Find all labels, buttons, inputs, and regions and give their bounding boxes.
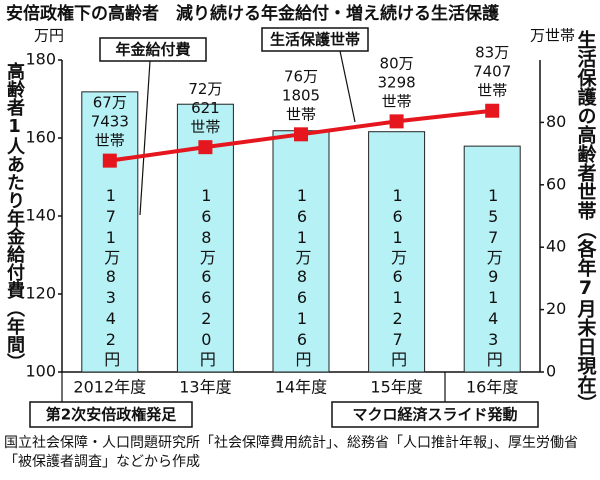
y2-tick-label: 60 (546, 174, 566, 193)
point-value-label: 67万 7433 世帯 (91, 93, 129, 149)
source-note: 国立社会保障・人口問題研究所「社会保障費用統計」、総務省「人口推計年報」、厚生労… (4, 435, 578, 470)
marker (485, 103, 500, 118)
y-tick-label: 180 (25, 50, 56, 69)
bar (81, 91, 139, 373)
annotation-box (331, 401, 539, 428)
y-tick-label: 100 (25, 362, 56, 381)
bar (272, 130, 330, 373)
x-tick-label: 2012年度 (73, 378, 146, 397)
marker (294, 127, 308, 142)
bar-value-label: 157万9143円 (484, 186, 503, 369)
bar (368, 131, 426, 373)
leaders (61, 50, 446, 402)
annotation: マクロ経済スライド発動 (352, 406, 517, 424)
bar-value-label: 161万6127円 (388, 186, 407, 369)
x-tick-label: 16年度 (466, 378, 518, 397)
point-value-label: 72万 621 世帯 (188, 80, 222, 136)
chart-title: 安倍政権下の高齢者 減り続ける年金給付・増え続ける生活保護 (6, 3, 500, 24)
point-value-label: 83万 7407 世帯 (473, 43, 511, 99)
y2-tick-label: 40 (546, 237, 566, 256)
y-unit: 万円 (34, 27, 64, 45)
y2-unit: 万世帯 (530, 27, 575, 45)
chart: 安倍政権下の高齢者 減り続ける年金給付・増え続ける生活保護 万円 万世帯 高齢者… (4, 3, 598, 428)
y-tick-label: 160 (25, 128, 56, 147)
marker (389, 114, 404, 129)
y2-tick-label: 80 (546, 112, 566, 131)
y2-tick-label: 20 (546, 299, 566, 318)
bar (463, 145, 521, 373)
point-value-label: 80万 3298 世帯 (378, 54, 416, 110)
label-box (261, 27, 369, 52)
label-box (99, 37, 207, 62)
y2-label: 生活保護の高齢者世帯（各年7月末日現在） (575, 29, 598, 413)
series-name: 年金給付費 (115, 41, 190, 59)
marker (198, 140, 213, 155)
y2-tick-label: 0 (546, 362, 556, 381)
bar-value-label: 168万6620円 (197, 186, 216, 369)
y-tick-label: 120 (25, 284, 56, 303)
plot: 100 120 140 160 180 0 20 40 60 80 2012年度 13年度 14年度 15… (25, 43, 566, 396)
bar-value-label: 161万8616円 (293, 186, 312, 369)
annotation: 第2次安倍政権発足 (46, 406, 177, 424)
y-label: 高齢者1人あたり年金給付費（年間） (4, 61, 26, 371)
x-tick-label: 13年度 (179, 378, 231, 397)
x-tick-label: 14年度 (275, 378, 327, 397)
x-tick-label: 15年度 (370, 378, 422, 397)
annotation-box (29, 401, 193, 428)
bar-value-label: 171万8342円 (101, 186, 120, 369)
point-value-label: 76万 1805 世帯 (282, 67, 320, 123)
marker (102, 153, 117, 168)
series-name: 生活保護世帯 (270, 31, 360, 49)
y-tick-label: 140 (25, 206, 56, 225)
